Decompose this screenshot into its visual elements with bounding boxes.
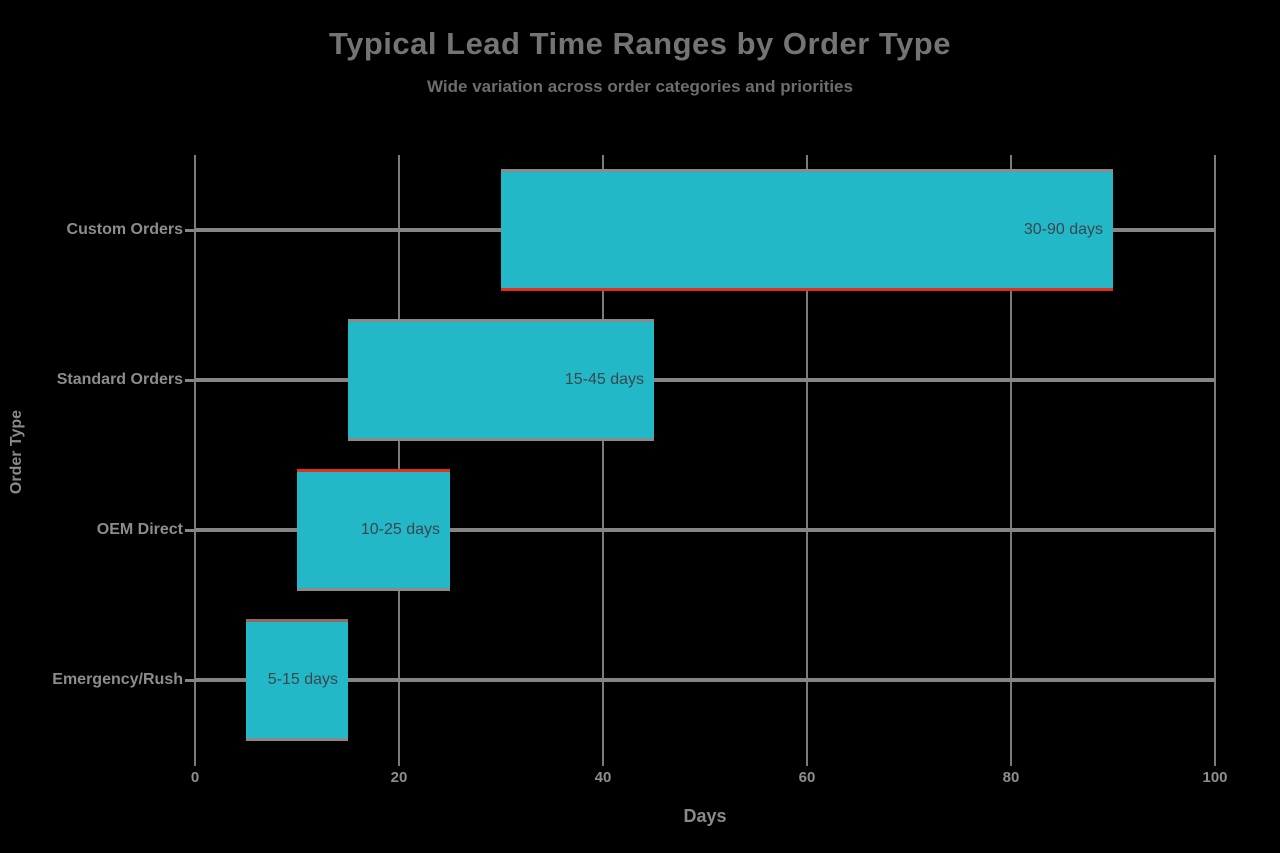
x-tick-label: 20	[390, 769, 408, 786]
chart-subtitle: Wide variation across order categories a…	[427, 77, 853, 96]
y-tick-mark	[185, 229, 194, 232]
y-category-label: OEM Direct	[96, 521, 183, 538]
bar-value-label: 15-45 days	[564, 371, 644, 388]
x-gridline	[806, 155, 808, 755]
x-tick-label: 80	[1002, 769, 1020, 786]
plot-area: 0 20 40 60 80 100 Custom Orders 30-90 days Stand…	[52, 155, 1228, 786]
y-gridline	[195, 528, 1215, 532]
y-tick-mark	[185, 679, 194, 682]
x-gridline	[1214, 155, 1216, 755]
y-category-label: Standard Orders	[56, 371, 183, 388]
range-bar: 30-90 days	[501, 169, 1113, 291]
x-tick-label: 0	[190, 769, 200, 786]
range-bar: 10-25 days	[297, 469, 450, 591]
x-tick-mark	[602, 755, 604, 766]
range-bar: 5-15 days	[246, 619, 348, 741]
x-tick-mark	[194, 755, 196, 766]
x-tick-label: 100	[1202, 769, 1228, 786]
y-category-label: Custom Orders	[66, 221, 183, 238]
bar-value-label: 5-15 days	[267, 671, 338, 688]
x-tick-label: 40	[594, 769, 612, 786]
y-tick-mark	[185, 529, 194, 532]
x-tick-mark	[398, 755, 400, 766]
y-tick-mark	[185, 379, 194, 382]
x-axis-title: Days	[683, 806, 727, 826]
y-axis-title: Order Type	[8, 409, 25, 495]
range-bar: 15-45 days	[348, 319, 654, 441]
x-tick-label: 60	[798, 769, 816, 786]
y-gridline	[195, 678, 1215, 682]
x-gridline	[602, 155, 604, 755]
x-gridline	[1010, 155, 1012, 755]
y-category-label: Emergency/Rush	[52, 671, 183, 688]
chart-title: Typical Lead Time Ranges by Order Type	[329, 26, 951, 61]
x-tick-mark	[1010, 755, 1012, 766]
y-gridline	[195, 378, 1215, 382]
bar-value-label: 10-25 days	[360, 521, 440, 538]
x-tick-mark	[806, 755, 808, 766]
x-tick-mark	[1214, 755, 1216, 766]
x-gridline	[398, 155, 400, 755]
bar-value-label: 30-90 days	[1023, 221, 1103, 238]
x-gridline	[194, 155, 196, 755]
